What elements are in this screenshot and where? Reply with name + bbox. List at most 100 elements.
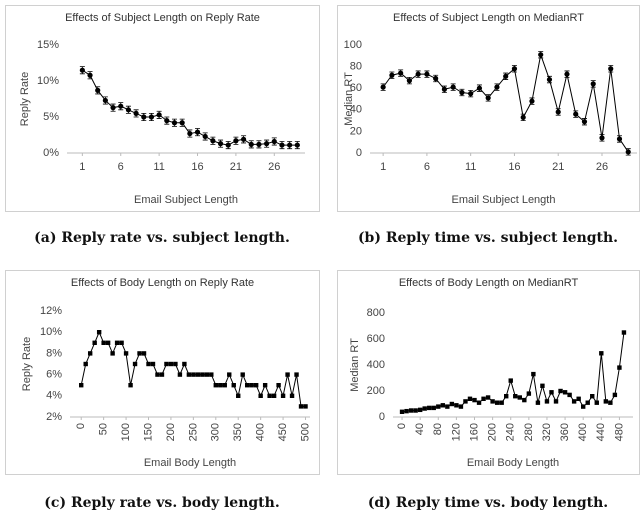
data-point <box>490 399 495 404</box>
data-point <box>599 135 605 141</box>
data-point <box>101 340 106 345</box>
data-point <box>508 378 513 383</box>
data-point <box>467 396 473 401</box>
x-tick-label: 80 <box>432 423 444 435</box>
data-point <box>92 340 97 345</box>
data-point <box>481 396 486 401</box>
x-tick-label: 150 <box>142 423 154 441</box>
data-point <box>476 400 482 405</box>
x-tick-label: 100 <box>120 423 132 441</box>
data-point <box>504 394 509 399</box>
data-point <box>517 395 522 400</box>
data-point <box>459 89 465 96</box>
y-tick-label: 800 <box>367 307 385 319</box>
data-point <box>137 351 142 356</box>
caption: (a) Reply rate vs. subject length. <box>34 230 290 246</box>
data-point <box>179 120 185 126</box>
data-point <box>222 383 227 388</box>
data-point <box>576 396 581 401</box>
data-point <box>218 383 223 388</box>
data-point <box>294 142 300 148</box>
y-tick-label: 100 <box>344 39 362 51</box>
x-tick-label: 120 <box>450 423 462 441</box>
data-point <box>449 401 455 407</box>
data-point <box>280 393 286 398</box>
data-point <box>440 403 446 408</box>
x-tick-label: 320 <box>541 423 553 441</box>
x-tick-label: 26 <box>268 161 280 173</box>
y-tick-label: 80 <box>350 61 362 73</box>
x-tick-label: 50 <box>98 423 110 435</box>
data-line <box>401 332 625 413</box>
data-point <box>413 408 418 413</box>
data-point <box>217 141 224 147</box>
data-point <box>603 399 609 404</box>
data-point <box>164 118 170 124</box>
chart-title: Effects of Subject Length on MedianRT <box>393 12 584 24</box>
data-point <box>213 383 218 388</box>
data-point <box>538 52 544 58</box>
data-point <box>79 383 84 388</box>
data-point <box>209 372 214 377</box>
x-axis-label: Email Subject Length <box>452 194 556 206</box>
data-point <box>529 98 535 104</box>
data-point <box>590 394 595 399</box>
data-point <box>258 393 263 398</box>
data-point <box>148 114 155 120</box>
x-tick-label: 11 <box>153 161 164 173</box>
x-tick-label: 0 <box>75 423 87 429</box>
data-point <box>427 405 432 411</box>
data-point <box>594 400 599 405</box>
data-point <box>150 361 156 367</box>
y-tick-label: 8% <box>46 347 62 359</box>
data-point <box>294 372 299 377</box>
data-point <box>177 372 183 377</box>
data-point <box>625 149 631 155</box>
x-tick-label: 480 <box>613 423 625 441</box>
data-point <box>253 383 259 388</box>
data-point <box>133 110 139 116</box>
data-point <box>580 404 586 409</box>
data-line <box>80 330 306 407</box>
data-point <box>503 73 509 79</box>
data-point <box>531 371 536 377</box>
data-point <box>436 404 441 409</box>
data-point <box>555 109 561 115</box>
data-point <box>262 383 268 388</box>
data-point <box>110 105 116 111</box>
x-tick-label: 160 <box>468 423 480 441</box>
data-point <box>105 340 111 345</box>
x-tick-label: 250 <box>187 423 199 441</box>
y-axis-label: Median RT <box>343 72 355 126</box>
data-point <box>406 78 412 84</box>
data-point <box>476 85 483 91</box>
x-axis-label: Email Body Length <box>144 457 236 469</box>
x-tick-label: 200 <box>487 423 499 441</box>
data-point <box>271 138 277 145</box>
data-point <box>549 390 554 395</box>
data-point <box>398 70 404 76</box>
data-point <box>132 361 138 367</box>
chart-panel: Effects of Subject Length on MedianRT 0 20… <box>337 5 640 212</box>
panel-border <box>5 270 320 475</box>
data-point <box>168 361 174 367</box>
data-point <box>83 361 88 367</box>
data-point <box>194 129 201 135</box>
data-point <box>202 133 208 140</box>
data-point <box>303 404 308 409</box>
data-point <box>87 351 93 356</box>
data-line <box>382 52 629 153</box>
x-axis-label: Email Subject Length <box>134 194 238 206</box>
data-point <box>95 87 101 93</box>
x-tick-label: 16 <box>191 161 203 173</box>
data-point <box>472 397 477 403</box>
y-tick-label: 0 <box>356 147 362 159</box>
data-point <box>236 393 241 398</box>
data-point <box>564 71 570 77</box>
data-point <box>182 361 187 367</box>
y-tick-label: 600 <box>367 333 385 345</box>
data-point <box>540 383 545 388</box>
data-point <box>118 103 124 109</box>
chart-title: Effects of Body Length on Reply Rate <box>71 277 254 289</box>
